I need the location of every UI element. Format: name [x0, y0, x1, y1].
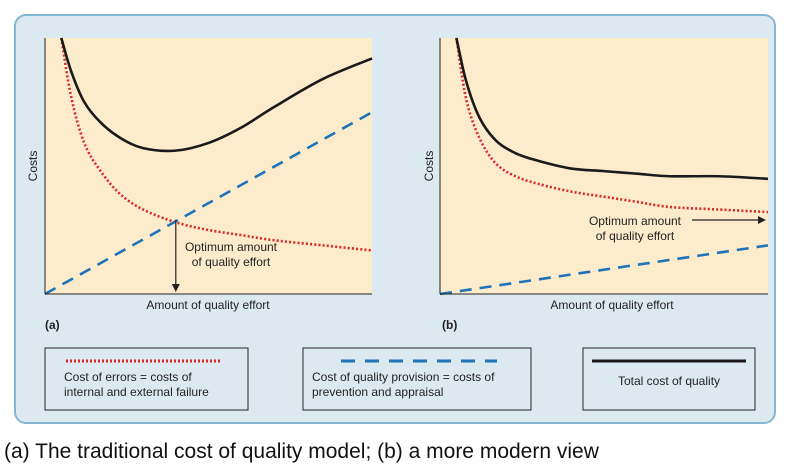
- chart-b-panel-label: (b): [442, 318, 457, 332]
- chart-b-annotation-group: [692, 216, 766, 224]
- legend-label-errors-line-1: Cost of errors = costs of: [64, 370, 192, 384]
- chart-a-panel-label: (a): [45, 318, 60, 332]
- legend-box-provision: [302, 347, 532, 411]
- chart-b-series-group: [439, 37, 769, 296]
- chart-a-annotation-line-2: of quality effort: [192, 255, 271, 269]
- chart-b: Optimum amount of quality effort Costs A…: [422, 37, 769, 332]
- chart-a-series-total-line: [60, 37, 373, 153]
- chart-a-annotation-group: [171, 219, 180, 292]
- chart-a-annotation-line-1: Optimum amount: [185, 240, 278, 254]
- legend-item-total: Total cost of quality: [582, 347, 756, 411]
- legend-box-errors: [44, 347, 249, 411]
- chart-b-xlabel: Amount of quality effort: [550, 298, 674, 312]
- chart-a-series-provision-line: [44, 111, 373, 296]
- chart-b-series-provision-line: [439, 244, 769, 296]
- legend-label-total: Total cost of quality: [618, 374, 720, 388]
- legend-label-provision-line-2: prevention and appraisal: [312, 385, 443, 399]
- legend: Cost of errors = costs of internal and e…: [44, 347, 756, 411]
- legend-item-provision: Cost of quality provision = costs of pre…: [302, 347, 532, 411]
- legend-label-provision-line-1: Cost of quality provision = costs of: [312, 370, 495, 384]
- chart-b-annotation-line-2: of quality effort: [596, 229, 675, 243]
- chart-a-series-group: [44, 37, 373, 296]
- legend-label-errors-line-2: internal and external failure: [64, 385, 209, 399]
- chart-a-xlabel: Amount of quality effort: [146, 298, 270, 312]
- chart-a-series-errors-line: [60, 37, 373, 252]
- chart-a: Optimum amount of quality effort Costs A…: [26, 37, 373, 332]
- chart-b-series-errors-line: [455, 37, 769, 214]
- chart-b-annotation-arrow-head: [758, 216, 766, 224]
- chart-a-ylabel: Costs: [26, 151, 40, 182]
- chart-a-annotation-arrow-head: [171, 284, 180, 292]
- chart-b-ylabel: Costs: [422, 151, 436, 182]
- chart-b-annotation-line-1: Optimum amount: [589, 214, 682, 228]
- legend-box-total: [582, 347, 756, 411]
- legend-item-errors: Cost of errors = costs of internal and e…: [44, 347, 249, 411]
- figure-caption: (a) The traditional cost of quality mode…: [4, 440, 599, 463]
- chart-b-plot-area: [440, 38, 768, 294]
- chart-b-series-total-line: [455, 37, 769, 181]
